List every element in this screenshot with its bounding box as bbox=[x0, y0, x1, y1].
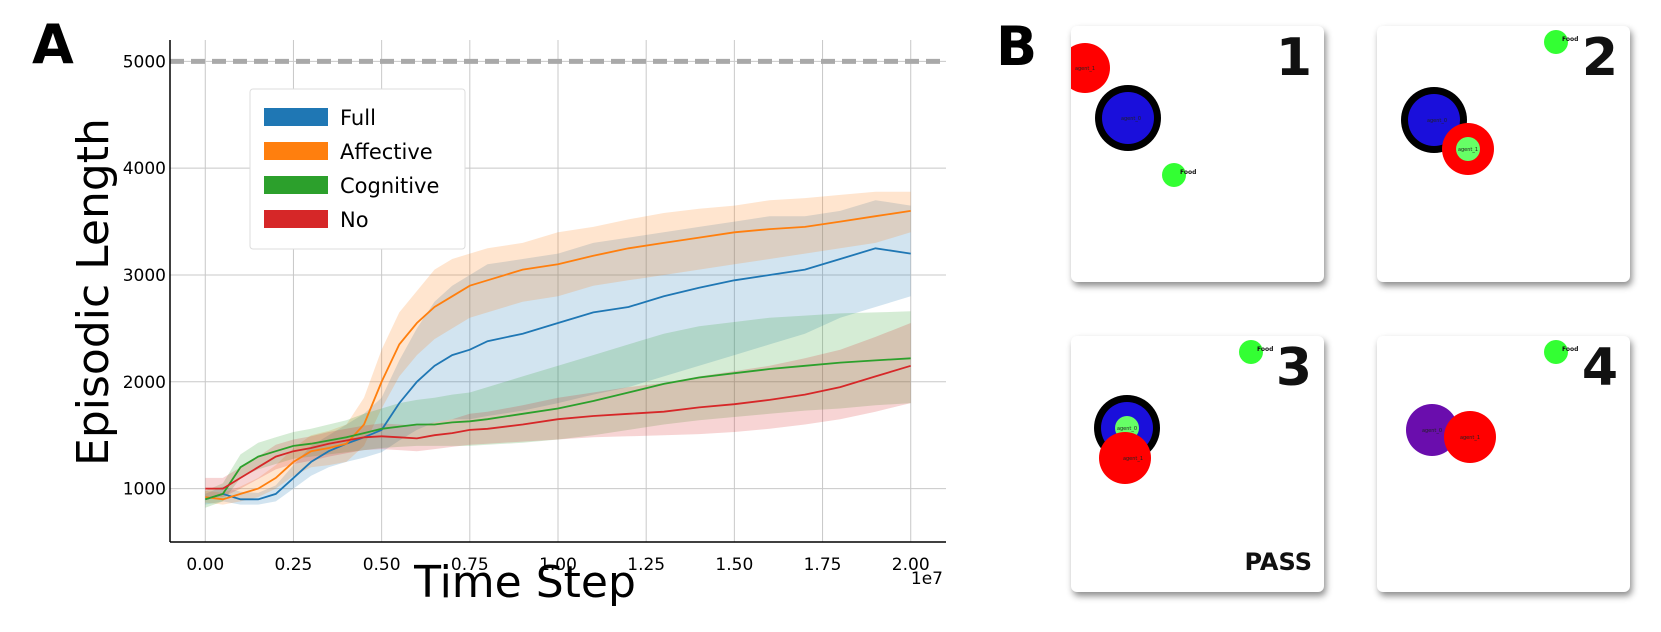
agent-0-blue bbox=[1102, 92, 1154, 144]
legend: Full Affective Cognitive No bbox=[249, 88, 466, 250]
legend-box bbox=[249, 88, 466, 250]
agent-1-red bbox=[1071, 43, 1110, 93]
held-food bbox=[1456, 137, 1480, 161]
agent-1-red bbox=[1444, 411, 1496, 463]
scene-1-panel: agent_1 agent_0 Food 1 bbox=[1071, 26, 1324, 282]
agent-1-label: agent_1 bbox=[1458, 147, 1478, 153]
line-no bbox=[205, 364, 911, 490]
y-tick-label: 3000 bbox=[123, 266, 166, 286]
agent-1-label: agent_1 bbox=[1460, 435, 1480, 441]
x-tick-label: 0.50 bbox=[363, 555, 401, 575]
agent-0-label: agent_0 bbox=[1427, 118, 1447, 124]
food-item bbox=[1544, 340, 1568, 364]
scene-2-panel: Food agent_0 agent_1 2 bbox=[1377, 26, 1630, 282]
x-tick-label: 2.00 bbox=[892, 555, 930, 575]
scene-2-canvas: Food agent_0 agent_1 bbox=[1401, 30, 1578, 175]
food-item bbox=[1544, 30, 1568, 54]
legend-label-full: Full bbox=[340, 106, 376, 130]
x-tick-label: 1.00 bbox=[539, 555, 577, 575]
panel-a-label: A bbox=[32, 13, 74, 76]
food-label: Food bbox=[1257, 346, 1273, 353]
food-label: Food bbox=[1562, 346, 1578, 353]
band-cognitive bbox=[205, 311, 911, 508]
line-cognitive bbox=[205, 357, 911, 501]
line-full bbox=[205, 247, 911, 501]
scene-4-panel: Food agent_0 agent_1 4 bbox=[1377, 336, 1630, 592]
scene-3-panel: Food agent_0 agent_1 3 PASS bbox=[1071, 336, 1324, 592]
band-no bbox=[205, 323, 911, 498]
scene-4-canvas: Food agent_0 agent_1 bbox=[1406, 340, 1578, 463]
band-affective bbox=[205, 191, 911, 505]
x-tick-label: 1.25 bbox=[627, 555, 665, 575]
scene-1-canvas: agent_1 agent_0 Food bbox=[1071, 43, 1196, 187]
y-tick-label: 1000 bbox=[123, 480, 166, 500]
food-item bbox=[1162, 163, 1186, 187]
y-tick-label: 2000 bbox=[123, 373, 166, 393]
agent-0-label: agent_0 bbox=[1422, 428, 1442, 434]
axes bbox=[169, 40, 946, 543]
food-item bbox=[1239, 340, 1263, 364]
y-axis-label: Episodic Length bbox=[68, 118, 119, 466]
legend-swatch-no bbox=[264, 210, 328, 228]
scene-4-number: 4 bbox=[1581, 338, 1618, 398]
legend-label-no: No bbox=[340, 208, 369, 232]
agent-1-red bbox=[1099, 432, 1151, 484]
scene-2-number: 2 bbox=[1581, 28, 1618, 88]
y-tick-label: 4000 bbox=[123, 159, 166, 179]
scene-1-number: 1 bbox=[1275, 28, 1312, 88]
legend-label-cognitive: Cognitive bbox=[340, 174, 439, 198]
agent-0-blue bbox=[1408, 94, 1460, 146]
scene-3-status: PASS bbox=[1244, 548, 1312, 576]
legend-label-affective: Affective bbox=[340, 140, 433, 164]
x-tick-label: 0.00 bbox=[186, 555, 224, 575]
y-tick-label: 5000 bbox=[123, 52, 166, 72]
legend-swatch-full bbox=[264, 108, 328, 126]
x-scale-label: 1e7 bbox=[911, 569, 943, 589]
x-tick-label: 1.75 bbox=[804, 555, 842, 575]
legend-swatch-cognitive bbox=[264, 176, 328, 194]
x-tick-label: 1.50 bbox=[715, 555, 753, 575]
line-affective bbox=[205, 210, 911, 501]
scene-3-number: 3 bbox=[1275, 338, 1312, 398]
food-label: Food bbox=[1562, 36, 1578, 43]
agent-0-label: agent_0 bbox=[1117, 426, 1137, 432]
tick-labels: 0.00 0.25 0.50 0.75 1.00 1.25 1.50 1.75 2.00 1000… bbox=[123, 52, 930, 575]
scene-3-canvas: Food agent_0 agent_1 bbox=[1094, 340, 1273, 484]
agent-1-label: agent_1 bbox=[1075, 66, 1095, 72]
agent-1-label: agent_1 bbox=[1123, 456, 1143, 462]
panel-b-label: B bbox=[996, 15, 1038, 78]
legend-swatch-affective bbox=[264, 142, 328, 160]
agent-0-label: agent_0 bbox=[1121, 116, 1141, 122]
food-label: Food bbox=[1180, 169, 1196, 176]
x-axis-label: Time Step bbox=[413, 557, 636, 608]
x-tick-label: 0.25 bbox=[275, 555, 313, 575]
series-lines bbox=[205, 210, 911, 501]
x-tick-label: 0.75 bbox=[451, 555, 489, 575]
episodic-length-chart: 0.00 0.25 0.50 0.75 1.00 1.25 1.50 1.75 2.00 1000… bbox=[68, 40, 946, 608]
